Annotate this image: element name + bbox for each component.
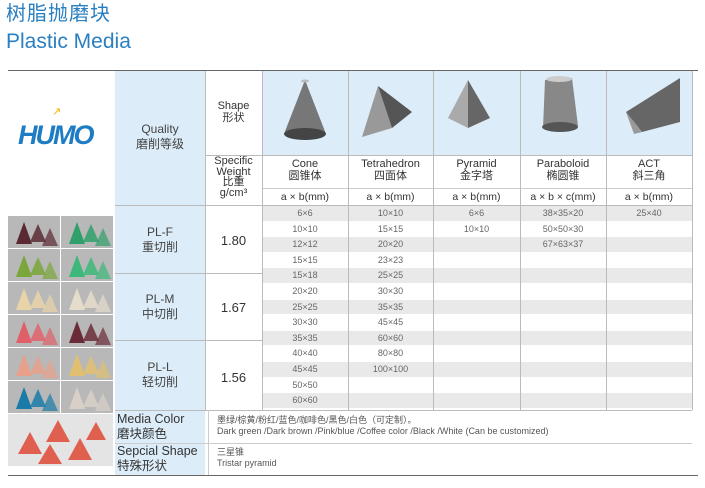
table-row (262, 393, 692, 408)
specific-weight-header: Specific Weight 比重 g/cm³ (214, 155, 253, 199)
group-pl-f: PL-F 重切削 (141, 225, 178, 254)
size-cell: 6×6 (297, 208, 313, 218)
media-photo (61, 348, 113, 380)
media-color-label: Media Color 磨块颜色 (117, 412, 185, 441)
media-photo (61, 381, 113, 413)
size-cell: 10×10 (463, 223, 490, 234)
size-cell: 100×100 (372, 364, 409, 374)
title-cn: 树脂抛磨块 (6, 3, 111, 25)
size-cell: 12×12 (292, 239, 318, 250)
size-cell: 60×60 (377, 332, 404, 343)
group-pl-m: PL-M 中切削 (141, 292, 178, 321)
media-photo (8, 216, 60, 248)
tetrahedron-icon (362, 86, 412, 137)
size-cell: 10×10 (292, 223, 318, 234)
special-shape-label: Sepcial Shape 特殊形状 (117, 444, 198, 473)
column-unit: a × b(mm) (452, 191, 501, 203)
media-color-value: 墨绿/棕黄/粉红/蓝色/咖啡色/黑色/白色（可定制）。 Dark green /D… (217, 415, 549, 436)
cone-icon (284, 79, 326, 140)
size-cell: 15×15 (292, 254, 318, 265)
size-cell: 25×25 (292, 301, 318, 312)
group-pl-l: PL-L 轻切削 (141, 360, 178, 389)
act-icon (626, 78, 680, 134)
media-photo (61, 315, 113, 347)
size-cell: 60×60 (292, 395, 318, 406)
column-unit: a × b(mm) (366, 191, 415, 203)
size-cell: 10×10 (377, 208, 404, 218)
special-shape-value: 三星锥 Tristar pyramid (217, 447, 277, 468)
size-cell: 20×20 (292, 286, 318, 296)
media-photo (8, 348, 60, 380)
column-header-act: ACT 斜三角 (632, 158, 666, 182)
column-header-tetrahedron: Tetrahedron 四面体 (361, 158, 420, 182)
shape-icons (284, 76, 680, 140)
table-row (262, 362, 692, 377)
media-photo (61, 282, 113, 314)
size-cell: 30×30 (292, 317, 318, 328)
table-row (262, 237, 692, 252)
pyramid-icon (448, 80, 490, 128)
size-cell: 67×63×37 (542, 239, 584, 250)
size-cell: 35×35 (377, 301, 404, 312)
media-photo (8, 381, 60, 413)
size-cell: 50×50 (292, 379, 318, 390)
table-row (262, 330, 692, 346)
size-cell: 45×45 (292, 364, 318, 374)
weight-pl-l: 1.56 (220, 370, 247, 385)
weight-pl-f: 1.80 (220, 233, 247, 248)
media-photo (8, 315, 60, 347)
size-cell: 15×18 (292, 270, 318, 281)
weight-pl-m: 1.67 (220, 300, 247, 315)
media-photo (61, 249, 113, 281)
column-header-cone: Cone 圆锥体 (288, 158, 322, 182)
size-cell: 45×45 (377, 317, 404, 328)
size-cell: 35×35 (292, 332, 318, 343)
table-row (262, 268, 692, 283)
size-cell: 30×30 (377, 286, 404, 296)
size-cell: 6×6 (468, 208, 485, 218)
quality-header: Quality 磨削等级 (135, 122, 184, 151)
size-cell: 23×23 (377, 254, 404, 265)
table-row (262, 299, 692, 315)
tristar-media-photo (8, 414, 113, 466)
column-unit: a × b × c(mm) (530, 191, 596, 203)
humo-logo: HUMO (18, 120, 94, 150)
size-cell: 38×35×20 (542, 208, 584, 218)
table-row (262, 206, 692, 221)
column-unit: a × b(mm) (280, 191, 330, 203)
logo-arrow-icon: ↗ (52, 106, 62, 118)
size-cell: 20×20 (377, 239, 404, 250)
size-cell: 25×40 (636, 208, 662, 218)
column-header-pyramid: Pyramid 金字塔 (456, 158, 497, 182)
size-cell: 40×40 (292, 348, 318, 359)
column-header-paraboloid: Paraboloid 椭圆锥 (536, 158, 590, 182)
media-photo (61, 216, 113, 248)
size-cell: 25×25 (377, 270, 404, 281)
media-photo (8, 249, 60, 281)
size-cell: 80×80 (377, 348, 404, 359)
size-cell: 50×50×30 (542, 223, 584, 234)
shape-header: Shape 形状 (217, 100, 250, 124)
size-cell: 15×15 (377, 223, 404, 234)
title-en: Plastic Media (6, 30, 131, 53)
column-unit: a × b(mm) (624, 191, 674, 203)
media-photo (8, 282, 60, 314)
paraboloid-icon (542, 76, 578, 132)
